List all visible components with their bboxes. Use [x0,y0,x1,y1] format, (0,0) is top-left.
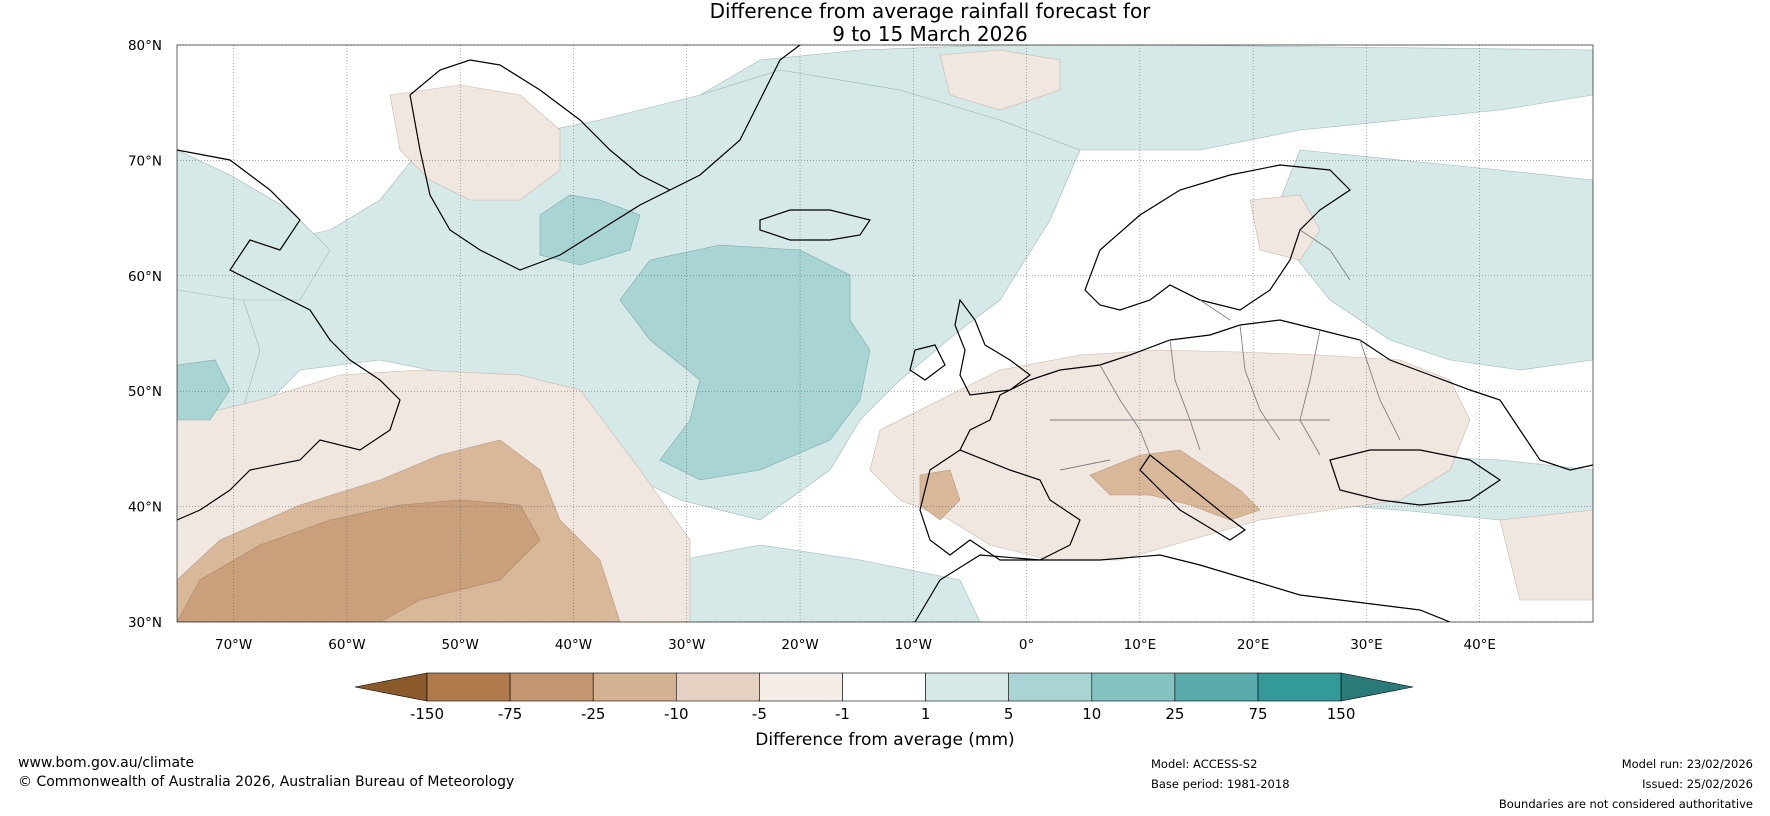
footer-website[interactable]: www.bom.gov.au/climate [18,755,195,771]
dry-region-barents [939,49,1061,111]
colorbar-segment [426,672,511,702]
colorbar-tick-label: 10 [1082,705,1101,723]
title-line-1: Difference from average rainfall forecas… [709,0,1151,23]
coastline-canada [177,149,401,521]
wet-region-moderate-greenland-sea [539,194,641,266]
colorbar [354,672,1414,702]
footer-copyright: © Commonwealth of Australia 2026, Austra… [18,774,515,790]
wet-region-north-atlantic [699,45,1593,151]
lon-label: 70°W [215,637,252,653]
wet-region-labrador [177,149,331,301]
colorbar-segment [925,672,1009,702]
lon-label: 10°W [895,637,932,653]
colorbar-segment [759,672,843,702]
colorbar-tick-label: 75 [1248,705,1267,723]
colorbar-under-arrow [354,672,428,702]
coastline-black-sea [1329,449,1502,506]
colorbar-segment [1008,672,1093,702]
colorbar-tick-label: -75 [498,705,523,723]
colorbar-tick-label: 25 [1165,705,1184,723]
dry-region-east-edge [1499,509,1593,601]
dry-region-moderate-italy [1089,449,1261,521]
coastline-greenland [409,45,801,271]
lon-label: 30°E [1350,637,1382,653]
wet-region-south-atlantic [649,544,981,622]
wet-region-moderate-central [619,244,871,481]
dry-region-finland [1249,194,1321,261]
colorbar-tick-label: 150 [1327,705,1356,723]
lat-label: 60°N [128,269,162,285]
anomaly-field [177,45,1593,622]
coastline-italy [1139,454,1247,541]
colorbar-segment [842,672,926,702]
colorbar-tick-label: -5 [752,705,767,723]
colorbar-segment [1174,672,1259,702]
wet-region-moderate-west [177,359,231,421]
footer-base-period: Base period: 1981-2018 [1151,777,1290,791]
lon-label: 50°W [442,637,479,653]
colorbar-segment [1257,672,1342,702]
colorbar-ticks: -150 -75 -25 -10 -5 -1 1 5 10 25 75 150 [410,705,1355,723]
colorbar-label: Difference from average (mm) [755,730,1014,750]
dry-region-strong-sw [177,499,541,622]
colorbar-tick-label: 1 [921,705,931,723]
dry-region-greenland [389,84,561,201]
map-frame [176,44,1594,623]
lon-labels: 70°W 60°W 50°W 40°W 30°W 20°W 10°W 0° 10°E 20°E 30… [215,637,1496,653]
lat-label: 70°N [128,153,162,169]
colorbar-tick-label: 5 [1004,705,1014,723]
lat-label: 50°N [128,384,162,400]
colorbar-segment [509,672,594,702]
lon-label: 30°W [668,637,705,653]
footer-issued: Issued: 25/02/2026 [1642,777,1753,791]
lon-label: 40°E [1463,637,1495,653]
colorbar-tick-label: -1 [835,705,850,723]
colorbar-segment [592,672,677,702]
colorbar-tick-label: -10 [664,705,689,723]
coastline-africa [914,554,1451,622]
lon-label: 20°E [1237,637,1269,653]
map-title: Difference from average rainfall forecas… [0,0,1770,46]
lon-label: 40°W [555,637,592,653]
colorbar-segment [675,672,760,702]
lon-label: 0° [1019,637,1034,653]
colorbar-over-arrow [1340,672,1414,702]
lon-label: 20°W [781,637,818,653]
lon-label: 10°E [1124,637,1156,653]
colorbar-segment [1091,672,1176,702]
footer-disclaimer: Boundaries are not considered authoritat… [1498,797,1753,811]
footer-model: Model: ACCESS-S2 [1151,757,1258,771]
coastlines [177,45,1593,622]
dry-region-moderate-iberia [919,469,961,521]
colorbar-tick-label: -150 [410,705,444,723]
lat-label: 80°N [128,38,162,54]
coastline-iceland [759,209,871,241]
lat-label: 30°N [128,615,162,631]
footer-model-run: Model run: 23/02/2026 [1621,757,1753,771]
coastline-europe [919,319,1593,561]
colorbar-tick-label: -25 [581,705,606,723]
country-borders [1050,229,1401,471]
lat-labels: 30°N 40°N 50°N 60°N 70°N 80°N [128,38,162,631]
lat-label: 40°N [128,500,162,516]
title-line-2: 9 to 15 March 2026 [832,22,1028,46]
lon-label: 60°W [328,637,365,653]
